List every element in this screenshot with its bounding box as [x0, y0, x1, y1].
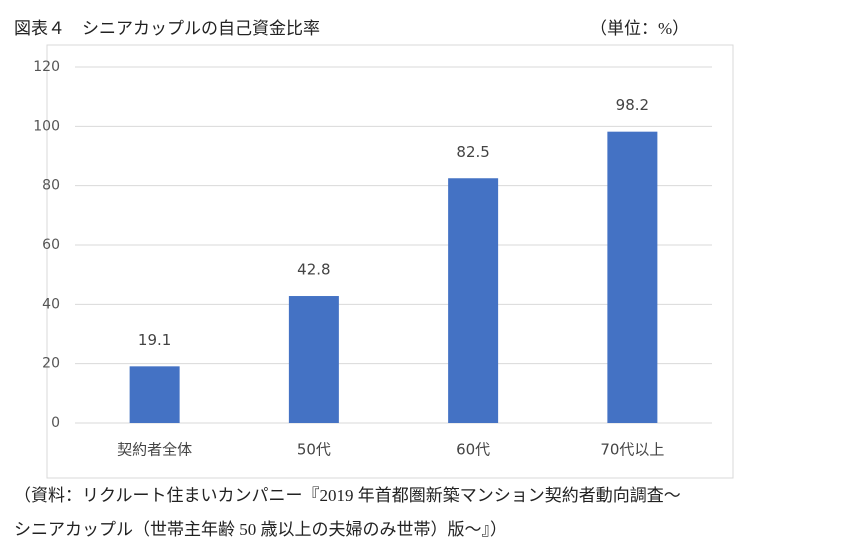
bar	[288, 296, 339, 423]
y-tick-label: 0	[51, 415, 60, 431]
y-tick-label: 60	[42, 237, 60, 253]
x-tick-label: 60代	[456, 441, 490, 459]
y-tick-label: 40	[42, 296, 60, 312]
data-label: 19.1	[138, 331, 171, 349]
chart-frame	[46, 44, 734, 479]
x-tick-label: 契約者全体	[117, 441, 192, 459]
y-tick-label: 120	[33, 59, 60, 75]
data-label: 42.8	[297, 261, 330, 279]
x-tick-label: 70代以上	[600, 441, 664, 459]
data-label: 82.5	[456, 143, 489, 161]
source-note: （資料：リクルート住まいカンパニー『2019 年首都圏新築マンション契約者動向調…	[14, 486, 681, 505]
bar	[607, 131, 658, 423]
x-tick-label: 50代	[297, 441, 331, 459]
unit-label: （単位：%）	[590, 19, 689, 38]
source-note: シニアカップル（世帯主年齢 50 歳以上の夫婦のみ世帯）版～』）	[14, 520, 507, 539]
bar	[129, 366, 180, 423]
y-tick-label: 20	[42, 356, 60, 372]
y-tick-label: 100	[33, 118, 60, 134]
chart-title: 図表４ シニアカップルの自己資金比率	[14, 19, 320, 38]
bar	[448, 178, 499, 423]
y-tick-label: 80	[42, 178, 60, 194]
data-label: 98.2	[616, 96, 649, 114]
